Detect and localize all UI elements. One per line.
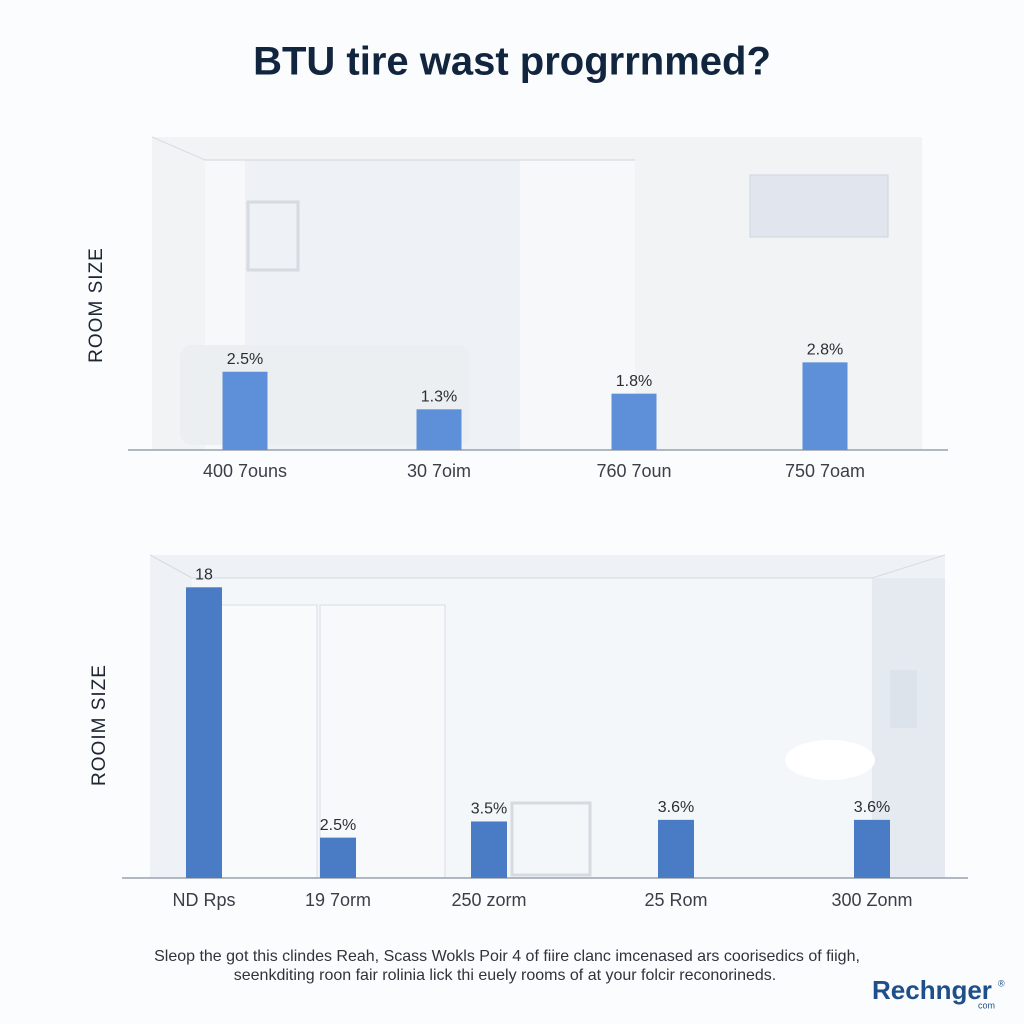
x-tick-label: 400 7ouns: [203, 461, 287, 481]
value-label: 3.5%: [471, 801, 507, 818]
x-tick-label: 30 7oim: [407, 461, 471, 481]
y-axis-label: ROOM SIZE: [86, 247, 107, 363]
value-label: 3.6%: [854, 799, 890, 816]
x-tick-label: 750 7oam: [785, 461, 865, 481]
bar: [658, 819, 694, 878]
bar: [854, 819, 890, 878]
x-tick-label: 250 zorm: [451, 890, 526, 910]
value-label: 2.5%: [320, 817, 356, 834]
value-label: 18: [195, 567, 213, 584]
y-axis-label: ROOIM SIZE: [89, 664, 110, 786]
x-tick-label: ND Rps: [172, 890, 235, 910]
brand-mark: ®: [998, 978, 1005, 988]
bar: [186, 587, 222, 878]
brand-name: Rechnger: [872, 975, 992, 1005]
value-label: 2.5%: [227, 351, 263, 368]
bar: [416, 409, 462, 450]
footer-line: Sleop the got this clindes Reah, Scass W…: [154, 948, 860, 965]
page-title: BTU tire wast progrrnmed?: [253, 40, 771, 84]
x-tick-label: 19 7orm: [305, 890, 371, 910]
x-tick-label: 25 Rom: [644, 890, 707, 910]
value-label: 3.6%: [658, 799, 694, 816]
bar: [802, 362, 848, 450]
bar: [320, 837, 356, 878]
footer-line: seenkditing roon fair rolinia lick thi e…: [234, 967, 776, 984]
value-label: 1.8%: [616, 373, 652, 390]
brand-domain: com: [978, 1000, 995, 1010]
room-backdrop: [151, 136, 922, 450]
value-label: 1.3%: [421, 389, 457, 406]
bar: [471, 821, 507, 878]
room-backdrop: [149, 554, 946, 879]
value-label: 2.8%: [807, 342, 843, 359]
x-tick-label: 300 Zonm: [831, 890, 912, 910]
bar: [611, 393, 657, 450]
bar: [222, 371, 268, 450]
x-tick-label: 760 7oun: [596, 461, 671, 481]
